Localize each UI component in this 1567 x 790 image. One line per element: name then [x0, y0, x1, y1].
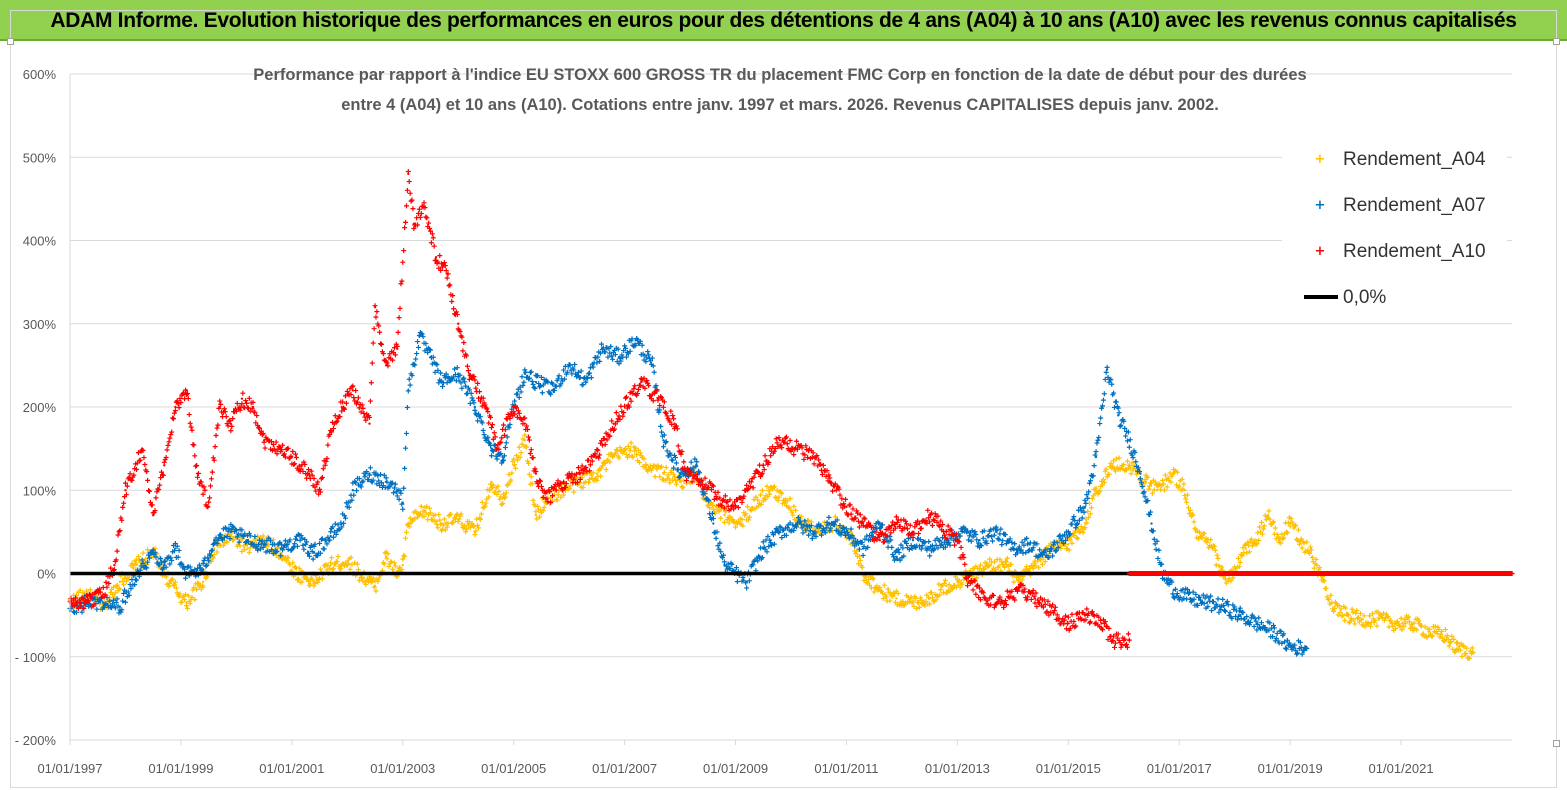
data-point — [534, 514, 538, 517]
data-point — [201, 580, 205, 584]
series-rendement-a07 — [67, 330, 1310, 657]
legend-entry-a04[interactable]: + Rendement_A04 — [1282, 145, 1507, 175]
data-point — [1272, 630, 1275, 633]
legend-label-zero: 0,0% — [1343, 287, 1387, 308]
data-point — [113, 563, 116, 567]
legend-marker-a07: + — [1314, 198, 1326, 213]
x-axis-tick-labels: 01/01/1997 01/01/1999 01/01/2001 01/01/2003… — [37, 740, 1434, 776]
data-point — [534, 380, 538, 384]
y-axis-tick-labels: - 200% - 100% 0% 100% 200% 300% 400% 500% 600% — [15, 67, 57, 748]
data-point — [967, 580, 970, 584]
x-tick-label: 01/01/2011 — [814, 761, 878, 776]
resize-handle-top-right[interactable] — [1553, 38, 1560, 45]
data-point — [895, 597, 898, 600]
data-point — [945, 584, 948, 588]
x-tick-label: 01/01/2019 — [1258, 761, 1323, 776]
y-tick-label: 200% — [23, 400, 57, 415]
data-point — [662, 439, 665, 442]
resize-handle-bottom-right[interactable] — [1553, 740, 1560, 747]
data-point — [124, 489, 127, 492]
data-point — [240, 397, 244, 400]
legend-marker-a04: + — [1314, 152, 1326, 167]
series-a10-zero-tail — [1126, 571, 1515, 576]
data-series — [67, 168, 1515, 661]
chart-title-line-2: entre 4 (A04) et 10 ans (A10). Cotations… — [341, 96, 1219, 114]
x-tick-label: 01/01/2005 — [481, 761, 546, 776]
data-point — [1150, 522, 1153, 525]
data-point — [712, 522, 715, 525]
y-tick-label: 400% — [23, 234, 57, 249]
series-markers — [67, 330, 1310, 657]
legend-entry-a07[interactable]: + Rendement_A07 — [1282, 191, 1507, 221]
x-tick-label: 01/01/2017 — [1147, 761, 1212, 776]
legend-label-a04: Rendement_A04 — [1343, 149, 1486, 170]
y-tick-label: 500% — [23, 150, 57, 165]
x-tick-label: 01/01/2013 — [925, 761, 990, 776]
y-tick-label: 600% — [23, 67, 57, 82]
x-tick-label: 01/01/2009 — [703, 761, 768, 776]
legend-marker-zero — [1304, 295, 1338, 299]
legend-marker-a10: + — [1314, 244, 1326, 259]
series-markers — [1126, 571, 1515, 576]
data-point — [329, 534, 332, 538]
data-point — [174, 405, 177, 409]
data-point — [1239, 613, 1242, 617]
legend-entry-zero[interactable]: 0,0% — [1282, 283, 1507, 313]
report-title: ADAM Informe. Evolution historique des p… — [50, 9, 1517, 32]
chart-legend: + Rendement_A04 + Rendement_A07 + Rendem… — [1282, 133, 1507, 319]
data-point — [473, 405, 477, 409]
x-tick-label: 01/01/1997 — [37, 761, 102, 776]
x-tick-label: 01/01/2015 — [1036, 761, 1101, 776]
legend-label-a10: Rendement_A10 — [1343, 241, 1486, 262]
data-point — [351, 489, 355, 492]
x-tick-label: 01/01/2021 — [1369, 761, 1434, 776]
data-point — [213, 547, 216, 550]
x-tick-label: 01/01/2001 — [259, 761, 324, 776]
x-tick-label: 01/01/2003 — [370, 761, 435, 776]
y-tick-label: 100% — [23, 483, 57, 498]
y-tick-label: - 200% — [15, 733, 57, 748]
data-point — [723, 514, 726, 517]
data-point — [368, 422, 371, 425]
data-point — [1083, 505, 1087, 509]
x-tick-label: 01/01/1999 — [148, 761, 213, 776]
data-point — [457, 322, 460, 325]
y-tick-label: 0% — [37, 567, 56, 582]
resize-handle-top-left[interactable] — [7, 38, 14, 45]
title-banner: ADAM Informe. Evolution historique des p… — [0, 0, 1567, 41]
legend-entry-a10[interactable]: + Rendement_A10 — [1282, 237, 1507, 267]
data-point — [312, 551, 316, 554]
chart-title-line-1: Performance par rapport à l'indice EU ST… — [253, 66, 1306, 84]
y-tick-label: 300% — [23, 317, 57, 332]
data-point — [401, 563, 404, 567]
x-tick-label: 01/01/2007 — [592, 761, 657, 776]
legend-label-a07: Rendement_A07 — [1343, 195, 1486, 216]
y-tick-label: - 100% — [15, 650, 57, 665]
data-point — [523, 439, 526, 442]
